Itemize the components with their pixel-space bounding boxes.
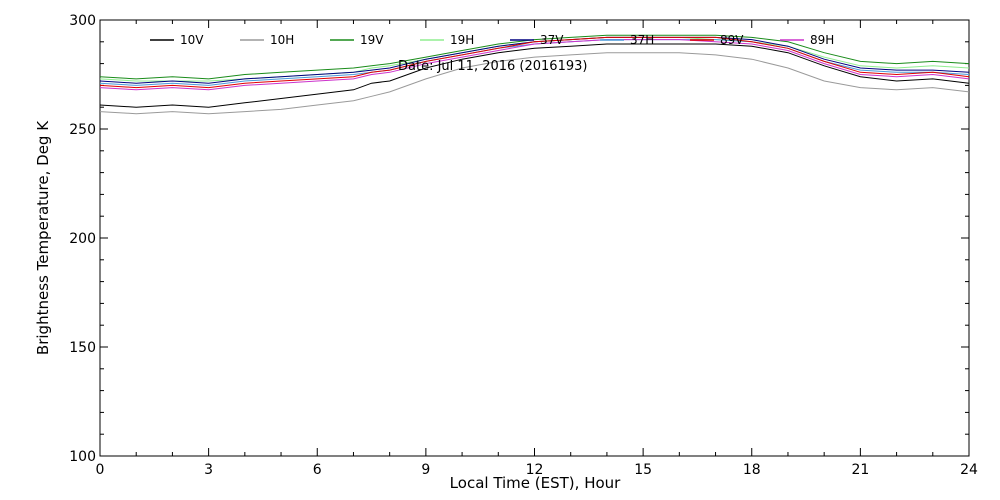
x-tick-label: 6 <box>313 462 322 478</box>
x-tick-label: 18 <box>743 462 761 478</box>
series-line-89h <box>99 39 970 91</box>
series-line-89v <box>99 36 970 89</box>
series-line-10h <box>99 52 970 115</box>
legend-label: 89V <box>720 33 744 47</box>
date-label: Date: Jul 11, 2016 (2016193) <box>398 59 587 74</box>
x-tick-label: 3 <box>204 462 213 478</box>
series-line-37v <box>99 36 970 84</box>
legend-label: 89H <box>810 33 834 47</box>
y-tick-label: 300 <box>69 13 96 29</box>
y-tick-label: 100 <box>69 449 96 465</box>
legend-label: 19V <box>360 33 384 47</box>
x-tick-label: 21 <box>851 462 869 478</box>
x-axis-ticks: 0 3 6 9 12 15 18 21 24 <box>96 20 978 478</box>
legend-label: 10V <box>180 33 204 47</box>
y-tick-label: 150 <box>69 340 96 356</box>
series-line-19v <box>99 34 970 80</box>
legend-label: 19H <box>450 33 474 47</box>
x-tick-label: 12 <box>526 462 544 478</box>
legend-label: 10H <box>270 33 294 47</box>
legend-label: 37V <box>540 33 564 47</box>
y-axis-ticks: 100 150 200 250 300 <box>69 13 969 465</box>
legend: 10V 10H 19V 19H 37V 37H 89V 89H <box>150 33 834 47</box>
y-tick-label: 250 <box>69 122 96 138</box>
x-axis-title: Local Time (EST), Hour <box>450 474 621 492</box>
x-tick-label: 24 <box>960 462 978 478</box>
x-tick-label: 0 <box>96 462 105 478</box>
series-layer <box>99 34 970 115</box>
series-line-10v <box>99 43 970 108</box>
y-tick-label: 200 <box>69 231 96 247</box>
legend-label: 37H <box>630 33 654 47</box>
y-axis-title: Brightness Temperature, Deg K <box>34 120 52 355</box>
x-tick-label: 15 <box>634 462 652 478</box>
x-tick-label: 9 <box>421 462 430 478</box>
